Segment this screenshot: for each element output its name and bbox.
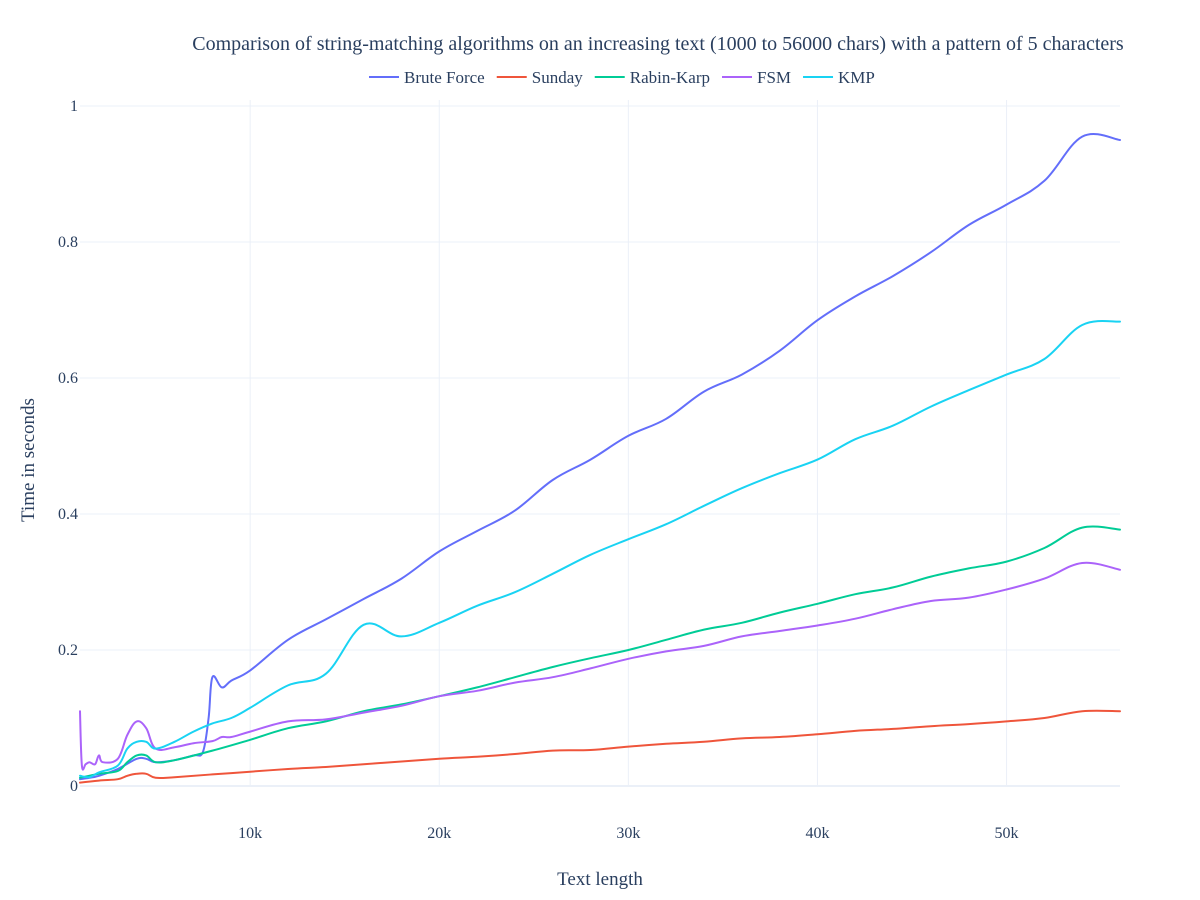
x-tick-label: 20k (427, 825, 451, 842)
legend-item-sunday[interactable]: Sunday (496, 68, 584, 87)
legend: Brute Force Sunday Rabin-Karp FSM KMP (369, 68, 875, 87)
legend-label: Sunday (532, 68, 584, 87)
series-line-sunday (79, 709, 1121, 784)
legend-item-kmp[interactable]: KMP (803, 68, 875, 87)
series-line-kmp (79, 319, 1121, 779)
y-axis: 0 0.2 0.4 0.6 0.8 1 (58, 98, 78, 795)
legend-label: KMP (838, 68, 875, 87)
legend-item-fsm[interactable]: FSM (722, 68, 791, 87)
series-line-brute-force (79, 132, 1121, 781)
legend-label: FSM (757, 68, 791, 87)
y-tick-label: 0.8 (58, 234, 78, 251)
series-line-rabin-karp (79, 525, 1121, 779)
series-line-fsm (79, 561, 1121, 771)
y-tick-label: 0 (70, 778, 78, 795)
x-tick-label: 30k (616, 825, 640, 842)
y-tick-label: 0.2 (58, 642, 78, 659)
legend-label: Rabin-Karp (630, 68, 710, 87)
y-tick-label: 0.4 (58, 506, 78, 523)
plot-area (79, 132, 1121, 784)
legend-item-rabin-karp[interactable]: Rabin-Karp (594, 68, 710, 87)
x-axis-title: Text length (557, 869, 643, 890)
x-tick-label: 10k (238, 825, 262, 842)
x-axis: 10k 20k 30k 40k 50k (238, 825, 1018, 842)
legend-label: Brute Force (404, 68, 485, 87)
gridlines (80, 100, 1120, 787)
x-tick-label: 40k (805, 825, 829, 842)
x-tick-label: 50k (995, 825, 1019, 842)
y-tick-label: 1 (70, 98, 78, 115)
y-axis-title: Time in seconds (18, 398, 39, 522)
legend-item-brute-force[interactable]: Brute Force (369, 68, 485, 87)
chart-title: Comparison of string-matching algorithms… (192, 33, 1124, 55)
y-tick-label: 0.6 (58, 370, 78, 387)
